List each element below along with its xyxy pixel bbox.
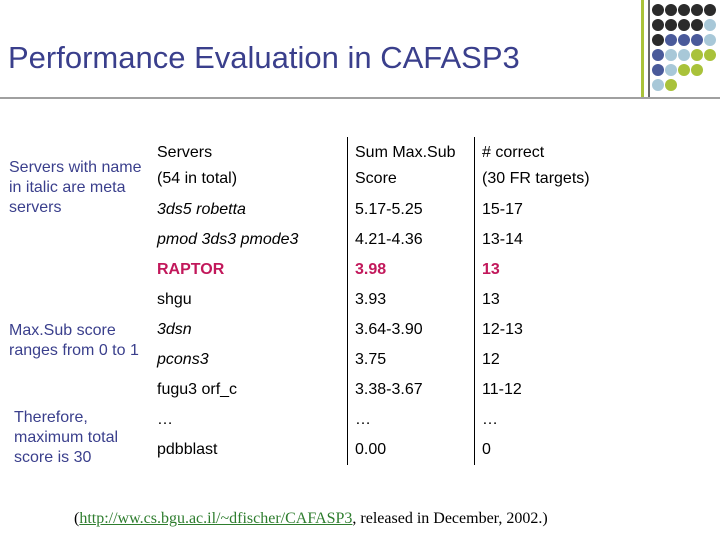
table-row: pcons3 3.75 12: [154, 345, 616, 375]
decor-dot: [652, 19, 664, 31]
performance-table: Servers (54 in total) Sum Max.Sub Score # …: [154, 137, 616, 465]
decor-dot: [704, 4, 716, 16]
decor-dot: [704, 19, 716, 31]
cell-score: 3.75: [347, 345, 475, 375]
decor-dot: [652, 79, 664, 91]
side-note-italic-meta: Servers with name in italic are meta ser…: [9, 159, 142, 216]
footer-citation: (http://ww.cs.bgu.ac.il/~dfischer/CAFASP…: [74, 510, 548, 528]
cafasp3-link[interactable]: http://ww.cs.bgu.ac.il/~dfischer/CAFASP3: [79, 510, 353, 527]
header-servers-line2: (54 in total): [157, 170, 238, 187]
title-divider: [0, 97, 720, 99]
decor-dot: [704, 34, 716, 46]
cell-score: 3.93: [347, 285, 475, 315]
decor-dot: [678, 49, 690, 61]
decor-dot: [678, 64, 690, 76]
decor-dot: [678, 19, 690, 31]
decor-dot: [691, 49, 703, 61]
cell-server: pdbblast: [157, 441, 218, 458]
table-row: shgu 3.93 13: [154, 285, 616, 315]
cell-server: shgu: [157, 291, 192, 308]
cell-server: 3ds5 robetta: [157, 201, 246, 218]
decor-dot: [665, 79, 677, 91]
decor-dot: [665, 19, 677, 31]
cell-correct: 0: [474, 435, 616, 465]
header-score: Sum Max.Sub Score: [347, 137, 475, 195]
cell-server: …: [157, 411, 173, 428]
cell-score: 3.98: [347, 255, 475, 285]
cell-correct: 11-12: [474, 375, 616, 405]
decor-vertical-line-gray: [648, 0, 650, 97]
header-correct-line2: (30 FR targets): [482, 170, 590, 187]
cell-server: fugu3 orf_c: [157, 381, 238, 398]
header-servers-line1: Servers: [157, 144, 213, 161]
cell-correct: 15-17: [474, 195, 616, 225]
decor-dot: [652, 49, 664, 61]
header-score-line2: Score: [355, 170, 397, 187]
table-row: 3ds5 robetta 5.17-5.25 15-17: [154, 195, 616, 225]
cell-correct: 12: [474, 345, 616, 375]
decor-dot: [704, 49, 716, 61]
side-note-maxsub-range: Max.Sub score ranges from 0 to 1: [9, 322, 139, 359]
header-correct: # correct (30 FR targets): [474, 137, 616, 195]
decor-dot: [665, 49, 677, 61]
table-row: … … …: [154, 405, 616, 435]
cell-server: pcons3: [157, 351, 209, 368]
decor-dot: [665, 34, 677, 46]
cell-server: pmod 3ds3 pmode3: [157, 231, 299, 248]
table-row: 3dsn 3.64-3.90 12-13: [154, 315, 616, 345]
footer-open-paren: (: [74, 510, 80, 527]
cell-score: 0.00: [347, 435, 475, 465]
decor-dot: [652, 4, 664, 16]
cell-score: …: [347, 405, 475, 435]
slide-title: Performance Evaluation in CAFASP3: [8, 40, 520, 75]
decor-dot: [652, 64, 664, 76]
decor-vertical-line-green: [641, 0, 644, 97]
decor-dot: [652, 34, 664, 46]
header-servers: Servers (54 in total): [154, 137, 348, 195]
footer-release-note: , released in December, 2002.): [352, 510, 548, 527]
cell-score: 4.21-4.36: [347, 225, 475, 255]
cell-correct: 13-14: [474, 225, 616, 255]
cell-correct: 12-13: [474, 315, 616, 345]
decor-dot: [678, 34, 690, 46]
table-header-row: Servers (54 in total) Sum Max.Sub Score # …: [154, 137, 616, 195]
cell-correct: 13: [474, 255, 616, 285]
cell-score: 3.64-3.90: [347, 315, 475, 345]
decor-dot: [665, 4, 677, 16]
cell-correct: 13: [474, 285, 616, 315]
decor-dot: [691, 64, 703, 76]
cell-server: 3dsn: [157, 321, 192, 338]
table-row: pmod 3ds3 pmode3 4.21-4.36 13-14: [154, 225, 616, 255]
decor-dot: [691, 19, 703, 31]
decor-dot-grid: [652, 4, 720, 96]
table-row: fugu3 orf_c 3.38-3.67 11-12: [154, 375, 616, 405]
cell-correct: …: [474, 405, 616, 435]
table-row: RAPTOR 3.98 13: [154, 255, 616, 285]
decor-dot: [691, 4, 703, 16]
cell-score: 5.17-5.25: [347, 195, 475, 225]
decor-dot: [678, 4, 690, 16]
decor-dot: [691, 34, 703, 46]
header-correct-line1: # correct: [482, 144, 545, 161]
header-score-line1: Sum Max.Sub: [355, 144, 456, 161]
side-note-max-total: Therefore, maximum total score is 30: [14, 409, 119, 466]
decor-dot: [665, 64, 677, 76]
cell-server: RAPTOR: [157, 261, 225, 278]
table-row: pdbblast 0.00 0: [154, 435, 616, 465]
cell-score: 3.38-3.67: [347, 375, 475, 405]
